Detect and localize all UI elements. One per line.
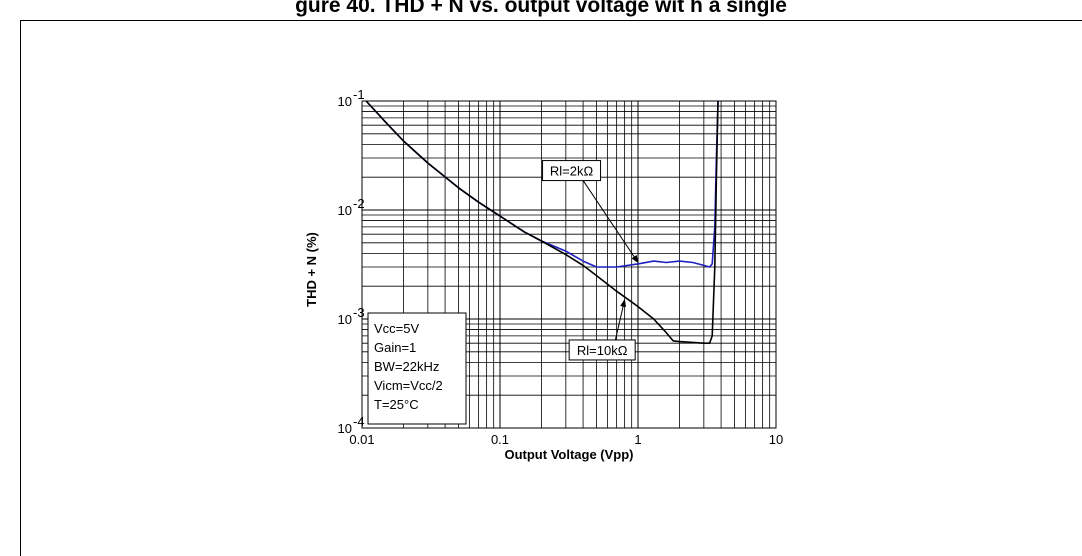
y-axis-label: THD + N (%) [304,232,319,307]
y-tick-exponent: -4 [353,414,365,429]
y-tick-exponent: -3 [353,305,365,320]
annotation-label-1: Rl=2kΩ [550,164,594,179]
series-group [365,100,719,345]
annotation-arrow-1 [582,180,639,264]
conditions-box: Vcc=5V Gain=1 BW=22kHz Vicm=Vcc/2 T=25°C [367,312,467,425]
annotation-label-2: Rl=10kΩ [577,343,628,358]
y-tick-label: 10 [338,312,352,327]
y-tick-exponent: -1 [353,87,365,102]
x-tick-label: 0.01 [349,432,374,447]
conditions-line: BW=22kHz [374,359,439,374]
figure-frame [20,20,1082,556]
plot-area [361,100,777,429]
x-axis-label: Output Voltage (Vpp) [504,447,633,462]
conditions-line: Vcc=5V [374,321,419,336]
conditions-line: T=25°C [374,397,419,412]
conditions-line: Vicm=Vcc/2 [374,378,443,393]
page-title: gure 40. THD + N vs. output voltage wit … [295,0,787,17]
x-tick-label: 0.1 [491,432,509,447]
y-tick-label: 10 [338,421,352,436]
y-tick-label: 10 [338,203,352,218]
y-tick-exponent: -2 [353,196,365,211]
annotations: Rl=2kΩ Rl=10kΩ [542,160,639,361]
annotation-box-1 [542,160,602,182]
annotation-box-2 [568,339,636,361]
annotation-arrow-2 [614,298,626,341]
series-line-2 [365,100,719,345]
x-tick-label: 1 [634,432,641,447]
conditions-box-frame [367,312,467,425]
conditions-line: Gain=1 [374,340,416,355]
y-tick-label: 10 [338,94,352,109]
x-tick-label: 10 [769,432,783,447]
